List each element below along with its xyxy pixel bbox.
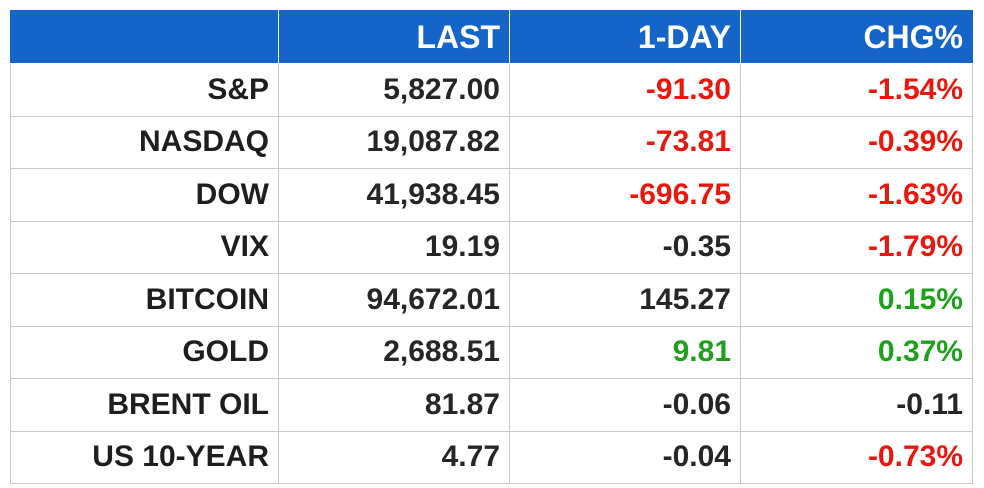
table-row: US 10-YEAR 4.77 -0.04 -0.73% bbox=[10, 430, 973, 484]
header-instrument bbox=[10, 10, 279, 64]
one-day-change-cell: 145.27 bbox=[509, 273, 741, 327]
last-price-cell: 2,688.51 bbox=[278, 325, 510, 379]
instrument-name-cell: US 10-YEAR bbox=[10, 430, 279, 484]
percent-change-cell: -0.39% bbox=[740, 115, 973, 169]
instrument-name-cell: NASDAQ bbox=[10, 115, 279, 169]
header-chg-percent: CHG% bbox=[740, 10, 973, 64]
last-price-cell: 19,087.82 bbox=[278, 115, 510, 169]
percent-change-cell: -0.73% bbox=[740, 430, 973, 484]
one-day-change-cell: -0.35 bbox=[509, 220, 741, 274]
one-day-change-cell: -91.30 bbox=[509, 63, 741, 117]
one-day-change-cell: -73.81 bbox=[509, 115, 741, 169]
percent-change-cell: -1.79% bbox=[740, 220, 973, 274]
last-price-cell: 41,938.45 bbox=[278, 168, 510, 222]
last-price-cell: 4.77 bbox=[278, 430, 510, 484]
instrument-name-cell: BRENT OIL bbox=[10, 378, 279, 432]
last-price-cell: 5,827.00 bbox=[278, 63, 510, 117]
instrument-name-cell: GOLD bbox=[10, 325, 279, 379]
table-row: S&P 5,827.00 -91.30 -1.54% bbox=[10, 63, 973, 117]
percent-change-cell: -1.54% bbox=[740, 63, 973, 117]
last-price-cell: 94,672.01 bbox=[278, 273, 510, 327]
market-summary-table-container: LAST 1-DAY CHG% S&P 5,827.00 -91.30 -1.54% N… bbox=[10, 10, 973, 484]
table-body: S&P 5,827.00 -91.30 -1.54% NASDAQ 19,087.82 -7… bbox=[10, 63, 973, 484]
percent-change-cell: -1.63% bbox=[740, 168, 973, 222]
last-price-cell: 81.87 bbox=[278, 378, 510, 432]
header-1-day: 1-DAY bbox=[509, 10, 741, 64]
last-price-cell: 19.19 bbox=[278, 220, 510, 274]
instrument-name-cell: S&P bbox=[10, 63, 279, 117]
one-day-change-cell: -0.06 bbox=[509, 378, 741, 432]
one-day-change-cell: -696.75 bbox=[509, 168, 741, 222]
market-summary-table: LAST 1-DAY CHG% S&P 5,827.00 -91.30 -1.54% N… bbox=[10, 10, 973, 484]
one-day-change-cell: 9.81 bbox=[509, 325, 741, 379]
instrument-name-cell: BITCOIN bbox=[10, 273, 279, 327]
table-row: DOW 41,938.45 -696.75 -1.63% bbox=[10, 168, 973, 222]
header-row: LAST 1-DAY CHG% bbox=[10, 10, 973, 64]
instrument-name-cell: DOW bbox=[10, 168, 279, 222]
table-row: NASDAQ 19,087.82 -73.81 -0.39% bbox=[10, 115, 973, 169]
percent-change-cell: -0.11 bbox=[740, 378, 973, 432]
table-row: BITCOIN 94,672.01 145.27 0.15% bbox=[10, 273, 973, 327]
header-last: LAST bbox=[278, 10, 510, 64]
percent-change-cell: 0.37% bbox=[740, 325, 973, 379]
instrument-name-cell: VIX bbox=[10, 220, 279, 274]
table-header: LAST 1-DAY CHG% bbox=[10, 10, 973, 64]
table-row: VIX 19.19 -0.35 -1.79% bbox=[10, 220, 973, 274]
one-day-change-cell: -0.04 bbox=[509, 430, 741, 484]
table-row: GOLD 2,688.51 9.81 0.37% bbox=[10, 325, 973, 379]
percent-change-cell: 0.15% bbox=[740, 273, 973, 327]
table-row: BRENT OIL 81.87 -0.06 -0.11 bbox=[10, 378, 973, 432]
